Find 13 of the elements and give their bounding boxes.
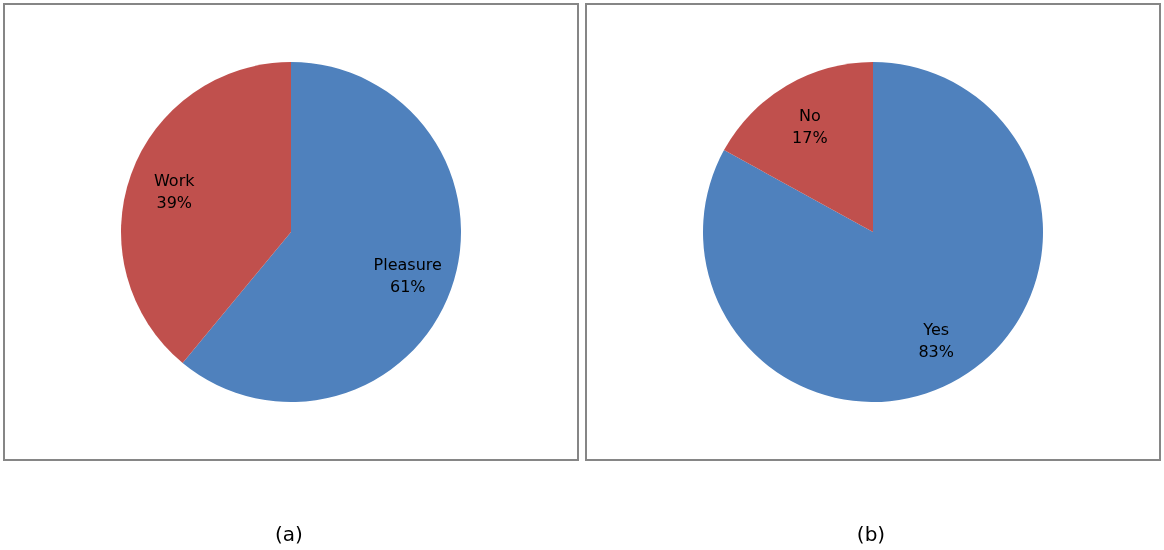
- slice-label: No: [798, 106, 821, 126]
- text: (b): [856, 522, 886, 546]
- text: (a): [275, 522, 303, 546]
- slice-label: Pleasure: [373, 255, 442, 275]
- data-label: 83%: [918, 341, 954, 361]
- pie-slice: [724, 62, 873, 232]
- data-label: 61%: [389, 277, 426, 297]
- pie-slice: [121, 62, 291, 363]
- slice-label: Yes: [922, 319, 950, 339]
- data-label: 17%: [792, 128, 828, 148]
- pie-slice: [703, 62, 1043, 402]
- data-label: 39%: [156, 192, 193, 212]
- slice-label: Work: [153, 170, 196, 190]
